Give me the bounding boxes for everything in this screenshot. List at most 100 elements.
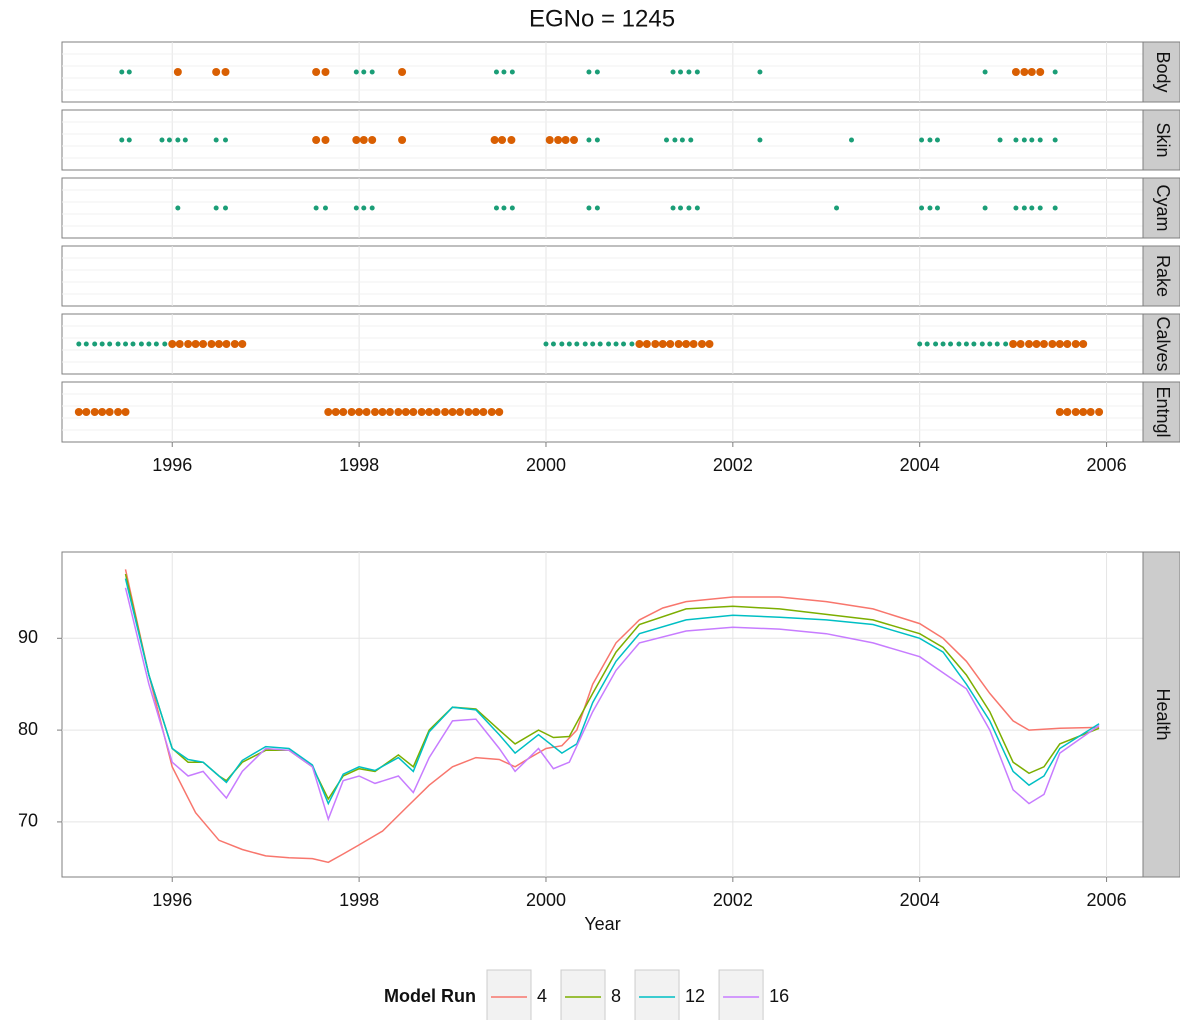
event-dot xyxy=(321,68,330,76)
health-line xyxy=(124,587,1100,822)
event-dot xyxy=(679,137,685,143)
legend-label: 16 xyxy=(769,986,789,1006)
event-dot xyxy=(175,137,181,143)
event-dot xyxy=(1029,137,1035,143)
event-dot xyxy=(501,69,507,75)
event-dot xyxy=(574,341,580,347)
event-dot xyxy=(394,408,403,416)
event-dot xyxy=(919,205,925,211)
event-dot xyxy=(83,341,89,347)
event-dot xyxy=(545,136,554,144)
event-dot xyxy=(369,205,375,211)
event-dot xyxy=(312,68,321,76)
legend-key xyxy=(718,969,764,1020)
y-tick-label: 80 xyxy=(18,719,38,739)
event-dot xyxy=(378,408,387,416)
event-dot xyxy=(175,340,184,348)
event-dot xyxy=(705,340,714,348)
event-dot xyxy=(76,341,82,347)
event-dot xyxy=(166,137,172,143)
event-dot xyxy=(1055,408,1064,416)
event-dot xyxy=(586,69,592,75)
x-tick-label: 2000 xyxy=(526,890,566,910)
event-dot xyxy=(590,341,596,347)
event-dot xyxy=(834,205,840,211)
event-dot xyxy=(322,205,328,211)
x-tick-label: 1996 xyxy=(152,455,192,475)
event-dot xyxy=(126,137,132,143)
event-dot xyxy=(994,341,1000,347)
strip-label: Skin xyxy=(1153,122,1173,157)
event-dot xyxy=(324,408,333,416)
event-dot xyxy=(82,408,91,416)
event-dot xyxy=(1071,408,1080,416)
event-dot xyxy=(182,137,188,143)
event-dot xyxy=(425,408,434,416)
event-dot xyxy=(1039,340,1048,348)
event-dot xyxy=(694,69,700,75)
x-tick-label: 2002 xyxy=(713,890,753,910)
event-dot xyxy=(159,137,165,143)
event-dot xyxy=(848,137,854,143)
event-dot xyxy=(934,205,940,211)
event-dot xyxy=(361,205,367,211)
panel xyxy=(61,245,1144,307)
event-dot xyxy=(613,341,619,347)
x-tick-label: 2006 xyxy=(1087,455,1127,475)
event-dot xyxy=(126,69,132,75)
event-dot xyxy=(175,205,181,211)
event-dot xyxy=(597,341,603,347)
event-dot xyxy=(99,341,105,347)
event-dot xyxy=(933,341,939,347)
event-dot xyxy=(223,205,229,211)
event-dot xyxy=(114,408,123,416)
event-dot xyxy=(464,408,473,416)
event-dot xyxy=(927,205,933,211)
event-dot xyxy=(543,341,549,347)
event-dot xyxy=(642,340,651,348)
strip-background xyxy=(1142,381,1180,443)
legend-key xyxy=(634,969,680,1020)
event-dot xyxy=(1020,68,1029,76)
event-dot xyxy=(493,205,499,211)
event-dot xyxy=(678,205,684,211)
event-dot xyxy=(398,68,407,76)
x-tick-label: 2006 xyxy=(1087,890,1127,910)
event-dot xyxy=(498,136,507,144)
event-dot xyxy=(1037,137,1043,143)
panel xyxy=(61,41,1144,103)
x-axis-title: Year xyxy=(584,914,620,934)
event-dot xyxy=(471,408,480,416)
event-dot xyxy=(487,408,496,416)
event-dot xyxy=(927,137,933,143)
event-dot xyxy=(401,408,410,416)
strip-label: Rake xyxy=(1153,255,1173,297)
strip-background xyxy=(1142,313,1180,375)
x-tick-label: 1998 xyxy=(339,455,379,475)
event-dot xyxy=(312,136,321,144)
event-dot xyxy=(586,205,592,211)
event-dot xyxy=(168,340,177,348)
strip-label: Body xyxy=(1153,51,1173,92)
event-dot xyxy=(130,341,136,347)
event-dot xyxy=(1032,340,1041,348)
x-tick-label: 2000 xyxy=(526,455,566,475)
event-dot xyxy=(686,205,692,211)
event-dot xyxy=(162,341,168,347)
event-dot xyxy=(207,340,216,348)
event-dot xyxy=(963,341,969,347)
event-dot xyxy=(757,137,763,143)
event-dot xyxy=(385,408,394,416)
event-dot xyxy=(105,408,114,416)
event-dot xyxy=(417,408,426,416)
event-dot xyxy=(1027,68,1036,76)
event-dot xyxy=(621,341,627,347)
event-dot xyxy=(570,136,579,144)
x-tick-label: 2004 xyxy=(900,455,940,475)
event-dot xyxy=(979,341,985,347)
legend-label: 8 xyxy=(611,986,621,1006)
event-dot xyxy=(368,136,377,144)
event-dot xyxy=(554,136,563,144)
legend-entry: 12 xyxy=(634,969,705,1020)
event-dot xyxy=(664,137,670,143)
